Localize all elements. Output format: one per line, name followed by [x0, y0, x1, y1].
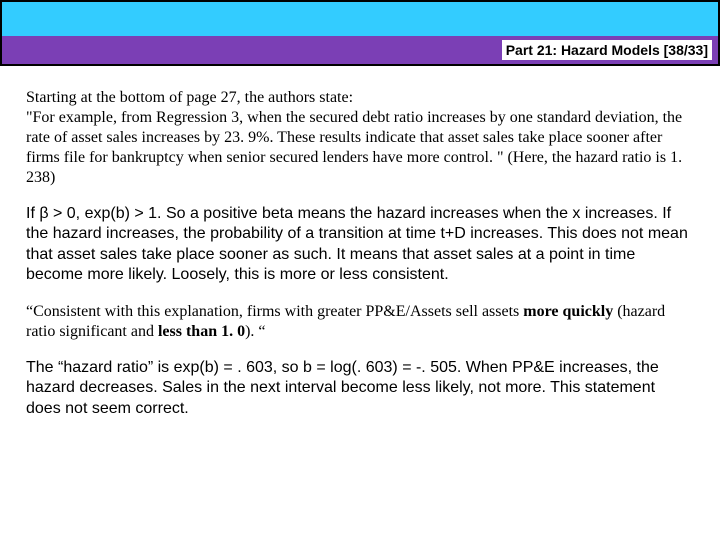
p3-pre: “Consistent with this explanation, firms…	[26, 303, 523, 320]
slide-content: Starting at the bottom of page 27, the a…	[0, 66, 720, 419]
p3-post: ). “	[245, 323, 265, 340]
paragraph-1: Starting at the bottom of page 27, the a…	[26, 88, 694, 188]
paragraph-3: “Consistent with this explanation, firms…	[26, 302, 694, 342]
paragraph-2: If β > 0, exp(b) > 1. So a positive beta…	[26, 204, 694, 286]
p1-intro: Starting at the bottom of page 27, the a…	[26, 89, 353, 106]
slide-title-label: Part 21: Hazard Models [38/33]	[502, 40, 712, 60]
slide-header: Part 21: Hazard Models [38/33]	[0, 0, 720, 66]
header-bottom-bar: Part 21: Hazard Models [38/33]	[2, 36, 718, 64]
p1-quote: "For example, from Regression 3, when th…	[26, 109, 682, 186]
p3-bold2: less than 1. 0	[158, 323, 245, 340]
header-top-bar	[2, 2, 718, 36]
paragraph-4: The “hazard ratio” is exp(b) = . 603, so…	[26, 358, 694, 419]
p3-bold1: more quickly	[523, 303, 613, 320]
